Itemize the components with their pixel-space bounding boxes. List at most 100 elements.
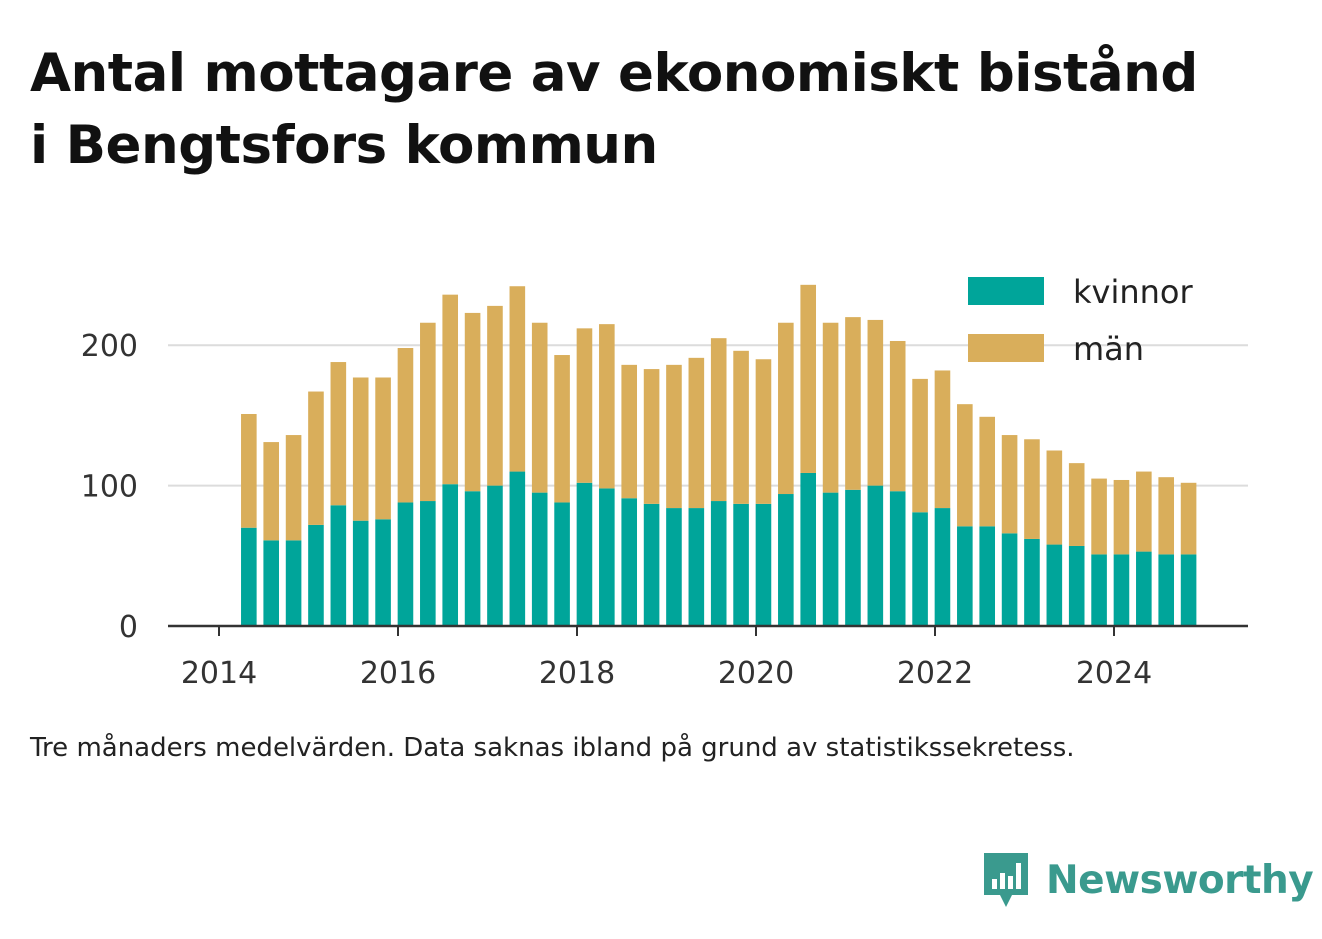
y-tick-label-100: 100 xyxy=(81,470,138,505)
bar-man-2022-05 xyxy=(957,404,973,527)
bar-kvinnor-2023-05 xyxy=(1046,544,1063,626)
bar-man-2022-08 xyxy=(979,416,996,527)
y-tick-label-200: 200 xyxy=(81,329,138,364)
bar-man-2024-02 xyxy=(1113,479,1130,555)
bar-man-2019-05 xyxy=(688,357,705,509)
bar-kvinnor-2021-08 xyxy=(889,491,906,626)
bar-kvinnor-2020-11 xyxy=(822,492,839,626)
bar-man-2017-02 xyxy=(487,305,503,486)
bar-kvinnor-2018-08 xyxy=(621,498,638,626)
x-tick-label-2022: 2022 xyxy=(897,656,973,691)
bar-kvinnor-2014-08 xyxy=(263,540,280,626)
bar-kvinnor-2023-11 xyxy=(1091,554,1107,626)
bar-kvinnor-2019-05 xyxy=(688,508,705,626)
bar-kvinnor-2018-11 xyxy=(643,503,660,626)
bar-man-2015-11 xyxy=(375,377,391,520)
bar-kvinnor-2021-05 xyxy=(867,485,884,626)
bar-man-2022-02 xyxy=(934,370,951,509)
bar-man-2016-08 xyxy=(442,294,459,485)
bar-kvinnor-2021-02 xyxy=(845,489,861,626)
bar-man-2017-11 xyxy=(554,355,570,503)
bar-kvinnor-2017-05 xyxy=(509,471,526,626)
bar-kvinnor-2022-02 xyxy=(934,508,951,626)
bar-kvinnor-2016-08 xyxy=(442,484,459,626)
bar-man-2022-11 xyxy=(1001,435,1018,534)
bar-man-2019-08 xyxy=(710,338,727,502)
bar-kvinnor-2023-08 xyxy=(1068,545,1085,626)
bar-man-2024-05 xyxy=(1136,471,1152,552)
bar-man-2018-02 xyxy=(576,328,593,483)
bar-man-2016-05 xyxy=(420,322,436,502)
bar-kvinnor-2021-11 xyxy=(912,512,928,626)
y-tick-label-0: 0 xyxy=(119,610,138,645)
legend-swatch-man xyxy=(968,334,1044,362)
bar-kvinnor-2019-11 xyxy=(733,503,749,626)
bar-kvinnor-2020-05 xyxy=(778,494,794,626)
bar-kvinnor-2024-02 xyxy=(1113,554,1130,626)
bar-man-2015-08 xyxy=(352,377,369,521)
bar-man-2015-02 xyxy=(308,391,324,525)
brand-logo: Newsworthy xyxy=(980,848,1314,912)
legend-label-kvinnor: kvinnor xyxy=(1073,273,1194,311)
bar-man-2014-11 xyxy=(285,435,302,541)
bar-man-2019-11 xyxy=(733,350,749,504)
bar-kvinnor-2016-11 xyxy=(464,491,481,626)
bar-man-2021-05 xyxy=(867,319,884,486)
stacked-bar-chart: 0 100 200 2014 2016 2018 2020 2022 2024 kvinnor mä… xyxy=(81,273,1248,691)
chart-caption: Tre månaders medelvärden. Data saknas ib… xyxy=(30,733,1075,763)
bar-man-2020-11 xyxy=(822,322,839,493)
bar-man-2020-02 xyxy=(755,359,772,504)
bar-kvinnor-2022-05 xyxy=(957,526,973,626)
bar-kvinnor-2015-11 xyxy=(375,519,391,626)
bar-man-2024-08 xyxy=(1158,477,1175,555)
bar-kvinnor-2017-02 xyxy=(487,485,503,626)
bar-kvinnor-2022-11 xyxy=(1001,533,1018,626)
bar-man-2023-11 xyxy=(1091,478,1107,555)
bar-man-2021-11 xyxy=(912,378,928,513)
chart-title-line-1: Antal mottagare av ekonomiskt bistånd xyxy=(30,43,1198,104)
bar-man-2018-11 xyxy=(643,369,660,504)
chart-title: Antal mottagare av ekonomiskt bistånd i … xyxy=(30,38,1300,182)
bar-kvinnor-2016-02 xyxy=(397,502,414,626)
bar-man-2015-05 xyxy=(330,362,347,506)
bar-man-2023-08 xyxy=(1068,463,1085,546)
legend-label-man: män xyxy=(1073,330,1144,368)
bar-man-2021-08 xyxy=(889,340,906,492)
bar-kvinnor-2023-02 xyxy=(1024,538,1040,626)
bar-man-2017-08 xyxy=(531,322,548,493)
bar-man-2020-05 xyxy=(778,322,794,495)
bar-kvinnor-2019-08 xyxy=(710,501,727,626)
brand-name: Newsworthy xyxy=(1046,857,1314,903)
bar-kvinnor-2018-02 xyxy=(576,482,593,626)
chart-title-line-2: i Bengtsfors kommun xyxy=(30,115,658,176)
bar-man-2018-05 xyxy=(599,324,615,489)
bar-kvinnor-2017-11 xyxy=(554,502,570,626)
bar-kvinnor-2019-02 xyxy=(666,508,682,626)
newsworthy-logo-icon xyxy=(984,853,1028,907)
bar-man-2014-05 xyxy=(241,413,257,528)
bar-man-2016-02 xyxy=(397,348,414,503)
bar-kvinnor-2016-05 xyxy=(420,501,436,626)
bar-kvinnor-2017-08 xyxy=(531,492,548,626)
bar-kvinnor-2018-05 xyxy=(599,488,615,626)
bar-man-2019-02 xyxy=(666,364,682,509)
bar-kvinnor-2015-05 xyxy=(330,505,347,626)
x-tick-label-2016: 2016 xyxy=(360,656,436,691)
bar-man-2024-11 xyxy=(1180,482,1197,555)
bar-kvinnor-2022-08 xyxy=(979,526,996,626)
bar-man-2018-08 xyxy=(621,364,638,499)
legend-swatch-kvinnor xyxy=(968,277,1044,305)
bar-man-2016-11 xyxy=(464,312,481,492)
x-tick-label-2018: 2018 xyxy=(539,656,615,691)
bar-kvinnor-2020-08 xyxy=(800,472,817,626)
bar-man-2017-05 xyxy=(509,286,526,472)
bar-kvinnor-2015-02 xyxy=(308,524,324,626)
bar-man-2021-02 xyxy=(845,317,861,490)
bar-kvinnor-2014-11 xyxy=(285,540,302,626)
bar-kvinnor-2024-11 xyxy=(1180,554,1197,626)
bar-man-2023-05 xyxy=(1046,450,1063,545)
bar-kvinnor-2024-08 xyxy=(1158,554,1175,626)
bar-man-2020-08 xyxy=(800,284,817,473)
bar-kvinnor-2014-05 xyxy=(241,527,257,626)
bar-man-2014-08 xyxy=(263,442,280,541)
